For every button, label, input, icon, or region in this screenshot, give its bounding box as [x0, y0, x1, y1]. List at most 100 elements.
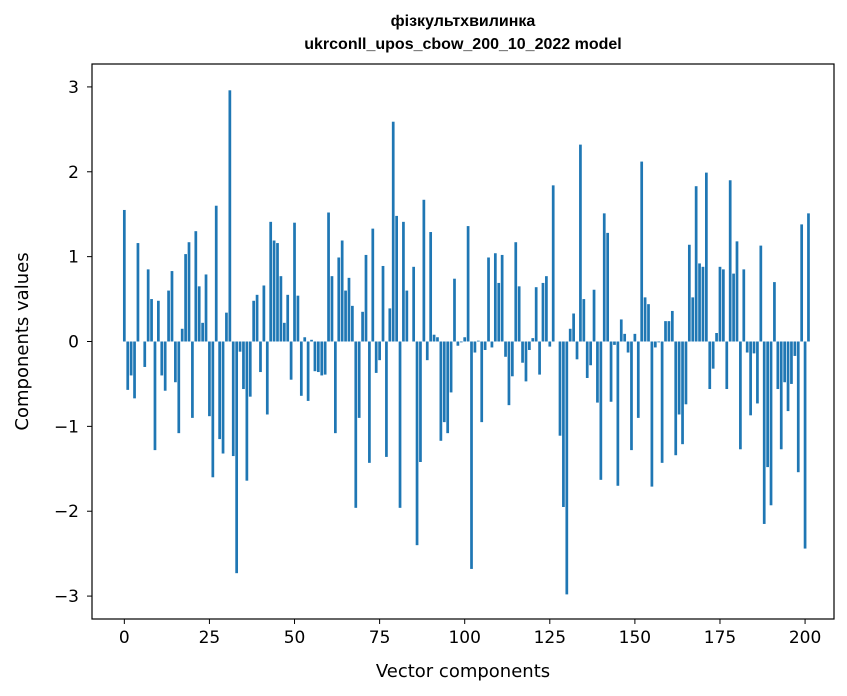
bar-72: [368, 341, 371, 463]
bar-6: [143, 341, 147, 367]
bar-112: [504, 341, 507, 357]
bar-197: [793, 341, 797, 356]
bar-0: [122, 209, 126, 342]
bar-116: [517, 286, 521, 342]
bar-52: [299, 341, 303, 396]
x-axis-ticks: 0 25 50 75 100 125 150 175 200: [119, 619, 821, 648]
bar-133: [575, 341, 579, 360]
bar-85: [412, 266, 416, 342]
bar-2: [129, 341, 133, 376]
bar-86: [415, 341, 419, 546]
bar-88: [422, 199, 426, 342]
bar-144: [613, 341, 616, 345]
bar-1: [126, 341, 130, 390]
bar-145: [616, 341, 620, 486]
bar-76: [381, 265, 385, 342]
bar-117: [521, 341, 524, 363]
bar-12: [163, 341, 167, 391]
x-tick-label: 100: [448, 628, 480, 648]
bar-90: [429, 232, 433, 342]
bar-121: [534, 287, 538, 342]
bar-181: [739, 341, 742, 450]
x-tick-label: 25: [199, 628, 221, 648]
y-tick-label: 1: [68, 248, 79, 268]
bar-185: [752, 341, 756, 354]
bar-81: [398, 341, 402, 508]
y-tick-label: 2: [68, 163, 79, 183]
bar-187: [759, 245, 763, 342]
bar-78: [388, 308, 392, 342]
bar-119: [528, 341, 531, 350]
bar-69: [357, 341, 361, 418]
bar-200: [803, 341, 807, 549]
bar-177: [725, 341, 729, 390]
bar-65: [344, 290, 347, 342]
bar-130: [565, 341, 569, 595]
bar-92: [436, 337, 439, 342]
bar-95: [446, 341, 450, 434]
bar-123: [541, 282, 545, 342]
bar-191: [773, 282, 776, 342]
bar-14: [170, 271, 174, 342]
bar-157: [657, 341, 661, 343]
bar-176: [722, 269, 725, 342]
bar-87: [419, 341, 422, 462]
bar-103: [473, 341, 477, 353]
bar-136: [585, 341, 589, 378]
bar-146: [619, 319, 623, 342]
bar-15: [174, 341, 177, 383]
bar-139: [596, 341, 599, 403]
bar-159: [664, 321, 667, 342]
bar-38: [252, 300, 256, 342]
bar-18: [184, 254, 187, 342]
bar-83: [405, 290, 409, 342]
bar-152: [640, 161, 644, 342]
bar-158: [660, 341, 664, 463]
bar-98: [456, 341, 460, 346]
bar-68: [354, 341, 358, 508]
bar-132: [572, 313, 575, 342]
bar-21: [194, 231, 198, 342]
bar-48: [286, 294, 290, 342]
bar-113: [507, 341, 511, 406]
bar-97: [453, 278, 456, 342]
bar-175: [718, 266, 722, 342]
bar-122: [538, 341, 541, 375]
bar-94: [442, 341, 446, 423]
bar-169: [698, 263, 701, 342]
bar-182: [742, 269, 746, 342]
bar-23: [201, 322, 204, 342]
bar-24: [204, 274, 208, 342]
bar-196: [790, 341, 793, 384]
y-axis-ticks: −3 −2 −1 0 1 2 3: [54, 78, 92, 607]
bar-93: [439, 341, 443, 441]
bar-26: [211, 341, 215, 478]
bar-186: [756, 341, 759, 404]
bar-56: [313, 341, 317, 372]
bar-126: [551, 185, 555, 342]
bar-58: [320, 341, 324, 376]
bar-50: [293, 222, 296, 342]
bar-179: [732, 273, 735, 342]
bar-163: [677, 341, 681, 415]
bar-39: [255, 294, 259, 342]
bar-75: [378, 341, 381, 361]
bar-82: [402, 221, 405, 342]
bar-143: [609, 341, 613, 402]
bar-188: [762, 341, 766, 524]
bar-118: [524, 341, 528, 382]
bar-170: [701, 266, 705, 342]
bar-20: [191, 341, 194, 418]
bar-10: [157, 300, 160, 342]
bar-8: [150, 299, 153, 342]
x-tick-label: 75: [369, 628, 391, 648]
bar-115: [514, 242, 518, 342]
x-tick-label: 125: [534, 628, 566, 648]
bar-66: [347, 277, 351, 342]
bar-49: [289, 341, 293, 380]
bar-149: [630, 341, 633, 451]
bar-189: [766, 341, 769, 468]
bar-101: [466, 226, 470, 342]
bar-67: [351, 305, 354, 342]
